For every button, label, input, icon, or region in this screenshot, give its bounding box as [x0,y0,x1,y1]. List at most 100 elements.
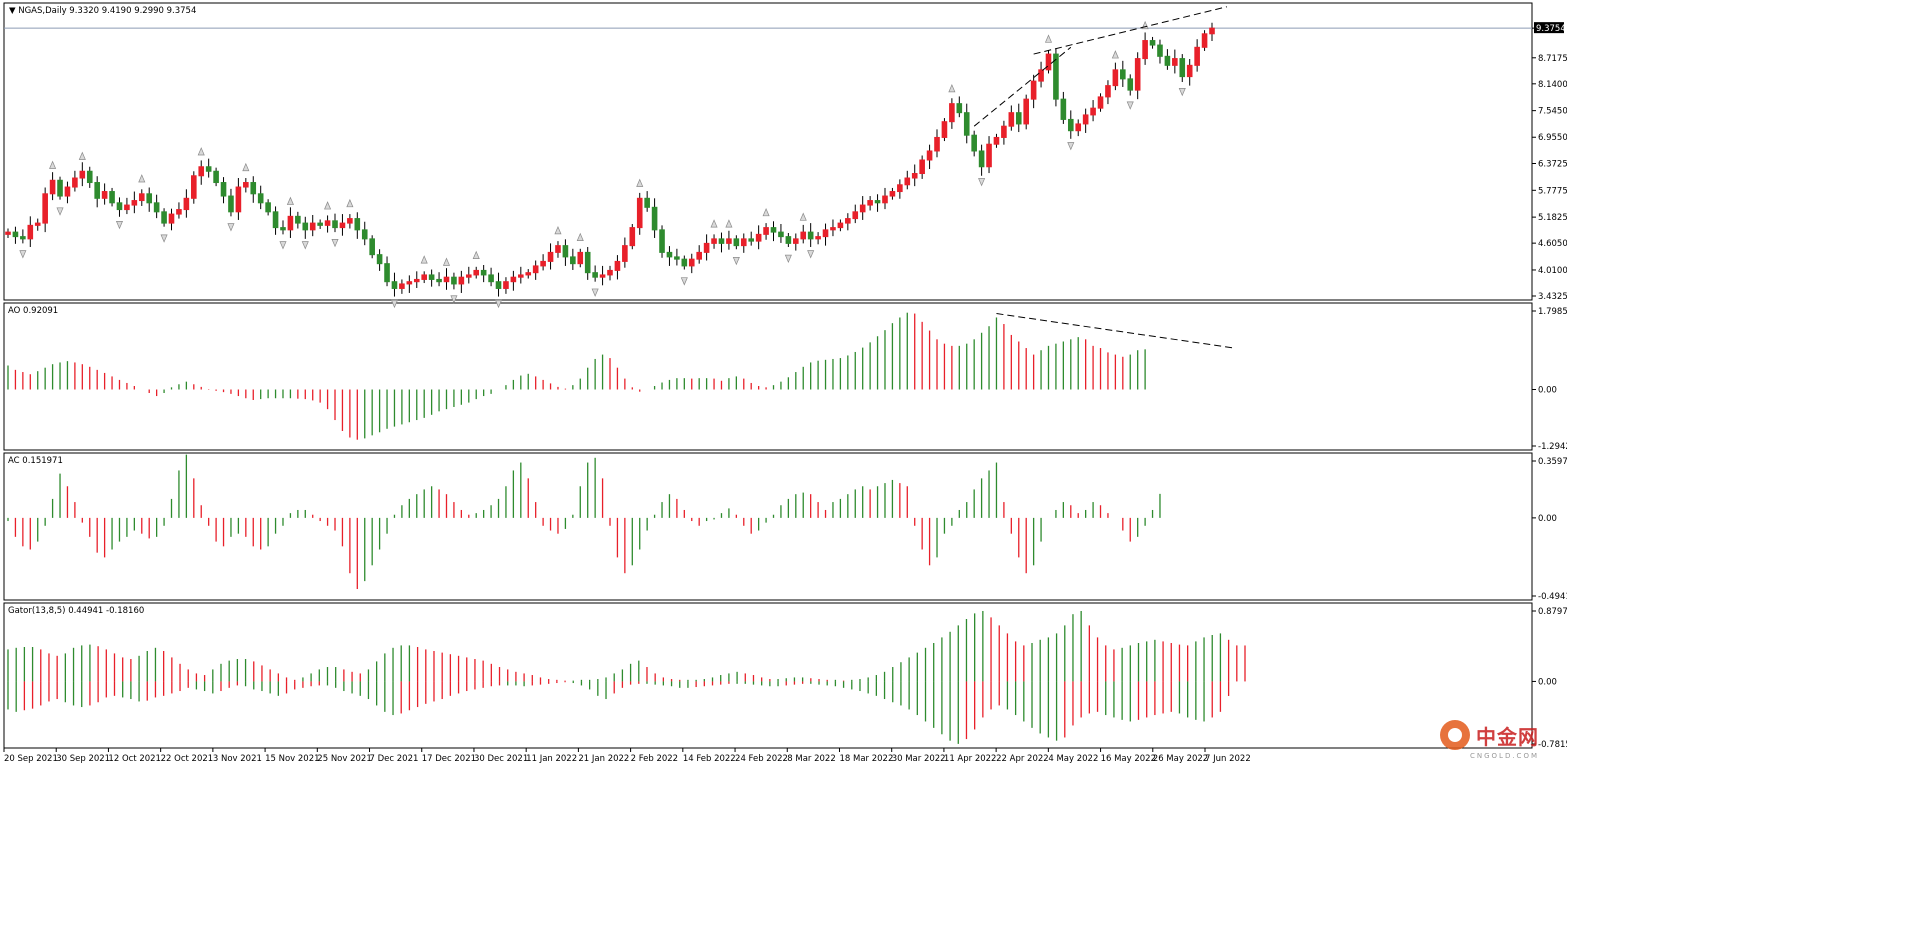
candle-body [458,276,465,285]
candle-body [198,166,205,177]
candle-body [190,175,197,199]
candle-body [465,274,472,278]
candle-body [577,251,584,265]
candle-body [770,227,777,233]
candle-body [867,200,873,206]
watermark-sub: CNGOLD.COM [1469,752,1539,760]
fractal-down-icon [784,254,792,264]
candle-body [287,215,294,231]
logo-icon [1440,720,1470,750]
candle-body [785,236,792,244]
fractal-up-icon [710,219,718,228]
candle-body [213,170,219,184]
candle-body [547,251,554,262]
candle-body [503,281,509,289]
panel-frame-price [3,2,1533,301]
fractal-up-icon [725,219,733,228]
candle-body [339,222,346,229]
candle-body [443,276,450,283]
x-tick-label: 3 Nov 2021 [213,754,262,764]
candle-body [518,274,524,278]
candle-body [874,200,881,204]
axis-tick-label: 0.00 [1538,514,1557,524]
candle-body [5,231,11,235]
candle-body [696,251,702,260]
candle-body [495,281,502,289]
price-tick-label: 6.9550 [1538,133,1567,143]
candle-body [168,213,175,224]
x-tick-label: 4 May 2022 [1048,754,1098,764]
candle-body [205,166,212,172]
candle-body [949,103,955,123]
axis-tick-label: 0.00 [1538,677,1557,687]
candle-body [1120,69,1126,80]
candle-body [897,184,903,193]
candle-body [361,229,368,240]
candle-body [889,191,896,197]
candle-body [79,170,86,179]
candle-body [1067,118,1074,132]
candle-body [622,245,628,262]
candle-body [845,218,851,224]
candle-body [1164,55,1171,66]
candle-body [584,251,591,274]
candle-body [1015,112,1022,125]
candle-body [807,231,814,240]
candle-body [1023,98,1030,125]
candle-body [681,258,688,267]
candle-body [354,218,361,231]
x-tick-label: 26 May 2022 [1153,754,1208,764]
fractal-up-icon [948,83,956,93]
candle-body [480,269,487,276]
fractal-down-icon [494,299,503,309]
candle-body [651,206,658,231]
fractal-up-icon [554,225,562,235]
candle-body [963,112,970,136]
candle-body [1090,107,1096,116]
candle-body [1194,46,1200,66]
chart-svg: 8.7175 8.1400 7.5450 6.9550 6.3725 5.7775 5.18… [3,2,1582,764]
x-tick-label: 17 Dec 2021 [422,754,476,764]
candle-body [243,182,249,188]
fractal-up-icon [762,207,770,217]
fractal-up-icon [799,212,807,221]
fractal-up-icon [78,151,86,160]
candle-body [64,186,71,197]
candle-body [324,220,331,226]
candle-body [1179,58,1186,78]
x-tick-label: 7 Dec 2021 [370,754,419,764]
fractal-down-icon [301,241,309,250]
candle-body [926,150,933,161]
candle-body [27,224,34,240]
candle-body [607,269,613,276]
candle-body [399,283,405,289]
candle-body [42,193,48,224]
fractal-up-icon [420,255,428,264]
candle-body [1001,125,1007,138]
x-tick-label: 15 Nov 2021 [265,754,319,764]
candle-body [837,222,844,229]
price-panel-label: ▼ NGAS,Daily 9.3320 9.4190 9.2990 9.3754 [9,6,196,16]
candle-body [451,276,457,285]
x-tick-label: 22 Apr 2022 [996,754,1049,764]
candle-body [86,170,93,184]
fractal-down-icon [591,288,599,297]
candle-body [726,238,732,244]
candle-body [428,274,435,280]
candle-body [406,281,413,285]
candle-body [688,258,695,267]
candle-body [510,276,517,283]
fractal-down-icon [115,220,124,230]
chart-root: 8.7175 8.1400 7.5450 6.9550 6.3725 5.7775 5.18… [3,2,1582,764]
watermark: 中金网 CNGOLD.COM [1440,720,1539,760]
candle-body [792,238,799,244]
x-tick-label: 12 Oct 2021 [108,754,161,764]
candle-body [436,278,442,283]
fractal-up-icon [324,201,332,210]
candle-body [778,231,784,238]
x-tick-label: 30 Sep 2021 [56,754,110,764]
candle-body [1097,96,1104,109]
panel-frame-ac [3,452,1533,601]
candle-body [12,231,19,238]
candle-body [146,193,153,204]
